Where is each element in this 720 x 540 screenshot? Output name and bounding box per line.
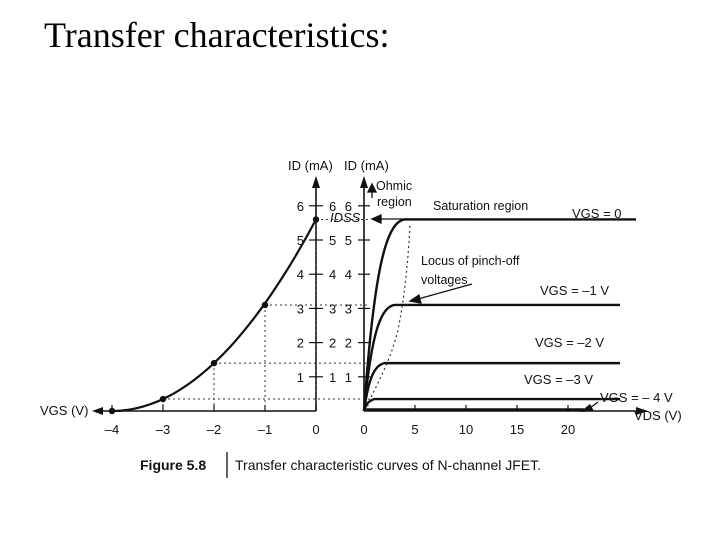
left-x-tick-label: –2 <box>207 422 221 437</box>
ohmic-label-line2: region <box>377 195 412 209</box>
left-x-tick-label: –3 <box>156 422 170 437</box>
ticks <box>111 205 569 411</box>
left-y-tick-label-right: 3 <box>329 301 336 316</box>
left-y-tick-label-right: 4 <box>329 267 336 282</box>
vgs-minus4-arrowhead <box>580 404 594 412</box>
series-label-vgs-minus4: VGS = – 4 V <box>600 390 673 405</box>
caption-text: Transfer characteristic curves of N-chan… <box>235 457 541 473</box>
region-arrows <box>366 182 599 409</box>
idss-label: IDSS <box>330 210 361 225</box>
right-y-tick-label: 6 <box>345 199 352 214</box>
axis-arrows <box>92 176 648 415</box>
saturation-label: Saturation region <box>433 199 528 213</box>
transfer-curve <box>111 218 317 413</box>
transfer-point <box>159 395 167 403</box>
right-x-arrow <box>636 407 648 415</box>
right-x-tick-label: 5 <box>411 422 418 437</box>
transfer-points <box>108 216 320 415</box>
projection-lines <box>162 218 370 411</box>
pinch-off-label-line2: voltages <box>421 273 468 287</box>
left-y-tick-label: 2 <box>297 336 304 351</box>
left-y-tick-label: 4 <box>297 267 304 282</box>
transfer-point <box>108 407 116 415</box>
drain-curve <box>362 218 636 412</box>
pinch-off-label-line1: Locus of pinch-off <box>421 254 520 268</box>
drain-curves <box>362 218 636 412</box>
left-x-tick-label: –4 <box>105 422 119 437</box>
right-x-tick-label: 0 <box>360 422 367 437</box>
slide-title: Transfer characteristics: <box>44 15 390 55</box>
tick-labels: –4 –3 –2 –1 0 0 5 10 15 201 1 12 2 23 3 34 4 45 5 56 6 6 <box>105 199 575 437</box>
right-x-tick-label: 20 <box>561 422 575 437</box>
series-label-vgs-minus1: VGS = –1 V <box>540 283 609 298</box>
series-label-vgs-0: VGS = 0 <box>572 206 622 221</box>
drain-curve <box>362 303 620 412</box>
series-label-vgs-minus3: VGS = –3 V <box>524 372 593 387</box>
left-y-tick-label: 5 <box>297 233 304 248</box>
left-x-tick-label: 0 <box>312 422 319 437</box>
series-label-vgs-minus2: VGS = –2 V <box>535 335 604 350</box>
left-y-tick-label: 1 <box>297 370 304 385</box>
right-x-axis-title: VDS (V) <box>634 408 682 423</box>
left-y-arrow <box>312 176 320 188</box>
right-y-tick-label: 3 <box>345 301 352 316</box>
drain-curve <box>362 361 620 412</box>
transfer-point <box>210 359 218 367</box>
ohmic-label-line1: Ohmic <box>376 179 412 193</box>
right-y-tick-label: 5 <box>345 233 352 248</box>
left-y-tick-label: 3 <box>297 301 304 316</box>
left-x-tick-label: –1 <box>258 422 272 437</box>
right-x-tick-label: 15 <box>510 422 524 437</box>
transfer-point <box>312 216 320 223</box>
left-y-tick-label-right: 1 <box>329 370 336 385</box>
left-y-axis-title: ID (mA) <box>288 158 333 173</box>
right-x-tick-label: 10 <box>459 422 473 437</box>
right-y-tick-label: 4 <box>345 267 352 282</box>
right-y-tick-label: 2 <box>345 336 352 351</box>
left-y-tick-label-right: 6 <box>329 199 336 214</box>
pinch-off-arrow <box>417 283 473 300</box>
caption-figure-label: Figure 5.8 <box>140 457 206 473</box>
transfer-point <box>261 301 269 309</box>
left-x-axis-title: VGS (V) <box>40 403 88 418</box>
left-y-tick-label: 6 <box>297 199 304 214</box>
left-y-tick-label-right: 2 <box>329 336 336 351</box>
left-y-tick-label-right: 5 <box>329 233 336 248</box>
right-y-axis-title: ID (mA) <box>344 158 389 173</box>
right-y-tick-label: 1 <box>345 370 352 385</box>
left-x-arrow <box>92 407 103 415</box>
right-y-arrow <box>360 176 368 188</box>
